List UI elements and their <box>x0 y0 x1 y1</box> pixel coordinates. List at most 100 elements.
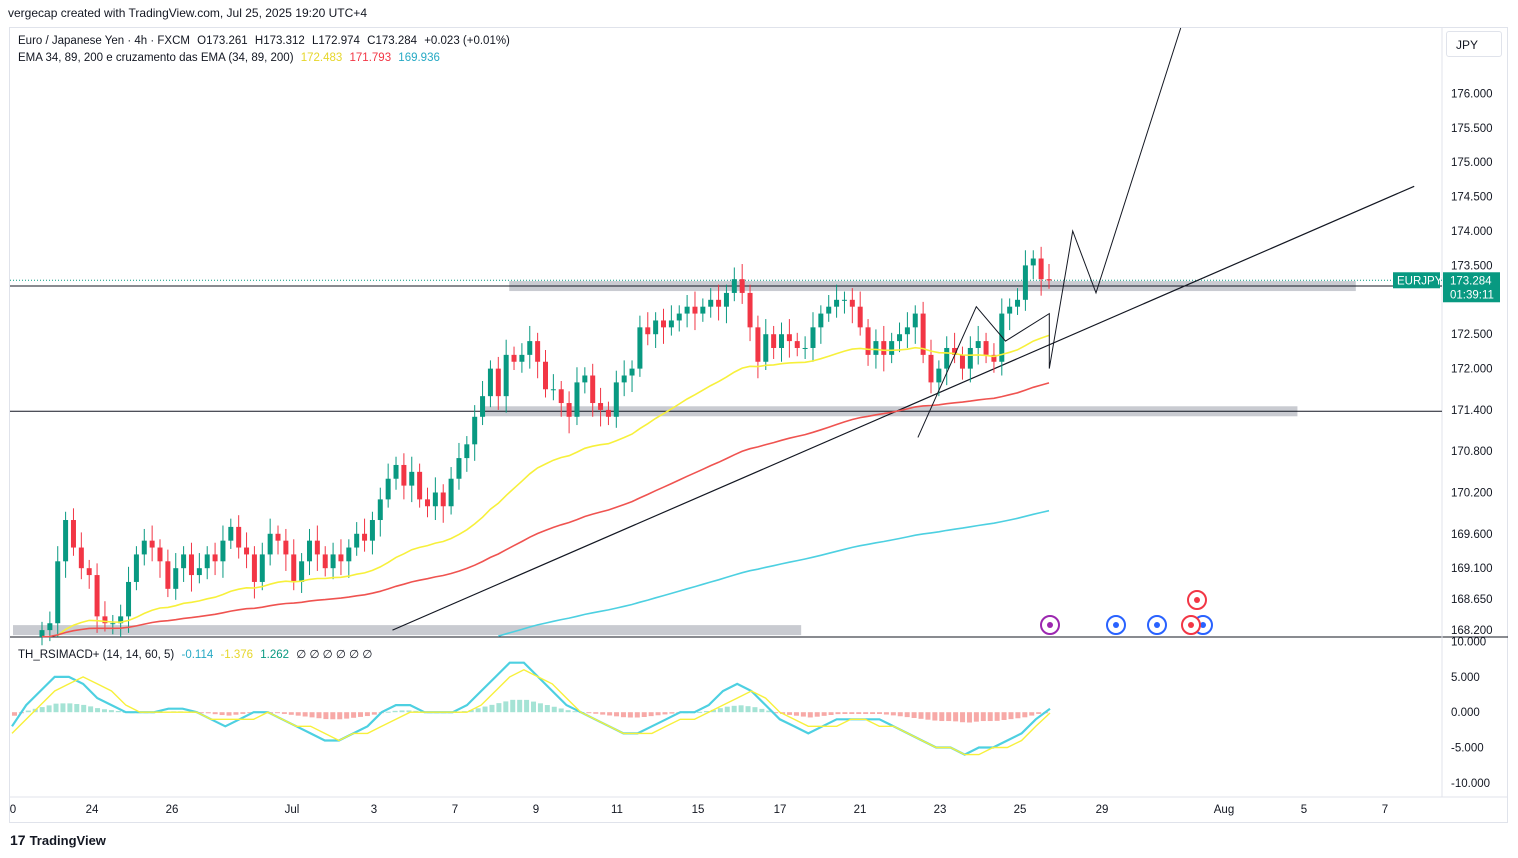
histogram-bar <box>489 704 495 713</box>
candle-body <box>495 368 501 397</box>
price-tick-label: 173.500 <box>1451 260 1493 272</box>
histogram-bar <box>787 712 793 715</box>
histogram-bar <box>205 712 211 714</box>
candle-body <box>676 313 682 321</box>
histogram-bar <box>717 708 723 713</box>
oscillator-tick-label: 10.000 <box>1451 637 1486 649</box>
candle-body <box>118 616 124 624</box>
histogram-bar <box>281 712 287 714</box>
histogram-bar <box>53 703 59 713</box>
candle-body <box>401 464 407 486</box>
candle-body <box>802 347 808 349</box>
histogram-bar <box>600 712 606 715</box>
ema-34-line <box>57 334 1050 637</box>
time-tick-label: 25 <box>1014 804 1027 816</box>
candle-body <box>173 568 179 589</box>
histogram-bar <box>1022 712 1028 718</box>
symbol-legend: Euro / Japanese Yen · 4h · FXCM O173.261… <box>18 35 514 47</box>
candle-body <box>944 347 950 369</box>
candle-body <box>755 327 761 362</box>
histogram-bar <box>586 712 592 714</box>
time-tick-label: 3 <box>371 804 377 816</box>
candle-body <box>889 341 895 355</box>
histogram-bar <box>738 705 744 713</box>
histogram-bar <box>551 706 557 713</box>
histogram-bar <box>392 710 398 713</box>
histogram-bar <box>25 710 31 713</box>
price-tick-label: 171.400 <box>1451 405 1493 417</box>
candle-body <box>440 492 446 507</box>
histogram-bar <box>212 712 218 715</box>
time-tick-label: 21 <box>854 804 867 816</box>
candle-body <box>330 554 336 569</box>
time-tick-label: 17 <box>774 804 787 816</box>
time-tick-label: 9 <box>533 804 539 816</box>
histogram-bar <box>849 712 855 714</box>
histogram-bar <box>994 712 1000 721</box>
histogram-bar <box>517 699 523 713</box>
histogram-bar <box>704 711 709 713</box>
price-tag-countdown: 01:39:11 <box>1450 289 1494 301</box>
price-tick-label: 168.650 <box>1451 594 1493 606</box>
histogram-bar <box>101 709 107 713</box>
histogram-bar <box>233 712 239 715</box>
histogram-bar <box>828 712 834 715</box>
histogram-bar <box>724 706 730 713</box>
event-marker-dot <box>1188 622 1194 628</box>
histogram-bar <box>1036 712 1042 714</box>
ema200-value: 169.936 <box>398 52 440 64</box>
candle-body <box>456 458 462 479</box>
candle-body <box>448 478 454 507</box>
candle-body <box>314 540 320 555</box>
candle-body <box>47 623 53 631</box>
histogram-bar <box>641 712 647 717</box>
candle-body <box>731 279 737 293</box>
histogram-bar <box>960 712 966 723</box>
histogram-bar <box>95 708 101 713</box>
histogram-bar <box>482 706 488 713</box>
histogram-bar <box>496 703 502 713</box>
histogram-bar <box>883 712 889 715</box>
histogram-bar <box>627 712 633 718</box>
histogram-bar <box>74 704 80 713</box>
time-tick-label: 7 <box>452 804 458 816</box>
histogram-bar <box>274 712 280 714</box>
histogram-bar <box>219 712 225 716</box>
brand-label: TradingView <box>29 832 106 848</box>
price-tick-label: 170.200 <box>1451 487 1493 499</box>
histogram-group <box>12 699 1049 723</box>
histogram-bar <box>904 712 910 718</box>
candle-body <box>519 354 525 362</box>
candle-body <box>432 492 438 507</box>
candle-body <box>188 554 194 576</box>
histogram-bar <box>358 712 363 717</box>
price-tag-box <box>1443 272 1500 303</box>
time-tick-label: 11 <box>611 804 623 816</box>
histogram-bar <box>863 712 869 714</box>
histogram-bar <box>198 712 204 714</box>
candle-body <box>322 554 328 569</box>
histogram-bar <box>531 701 536 713</box>
price-tick-label: 172.500 <box>1451 329 1493 341</box>
candle-body <box>299 561 305 582</box>
histogram-bar <box>987 712 993 722</box>
candle-body <box>86 568 92 576</box>
candle-body <box>936 368 942 383</box>
time-tick-label: Jul <box>285 804 300 816</box>
histogram-bar <box>544 705 550 713</box>
candle-body <box>692 306 698 314</box>
candle-body <box>739 279 745 293</box>
histogram-bar <box>302 712 308 717</box>
candle-body <box>393 464 399 479</box>
candle-body <box>794 341 800 348</box>
candle-body <box>244 547 250 555</box>
candle-body <box>928 354 934 383</box>
histogram-bar <box>911 712 917 718</box>
candle-body <box>834 299 840 307</box>
histogram-bar <box>503 701 509 713</box>
candle-body <box>346 547 352 562</box>
histogram-bar <box>856 712 862 714</box>
currency-button[interactable]: JPY <box>1446 31 1502 57</box>
histogram-bar <box>980 712 986 722</box>
